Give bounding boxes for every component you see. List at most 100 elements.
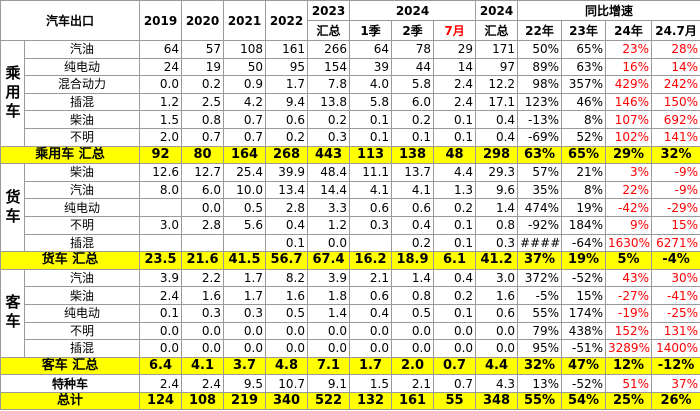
header-sub: 2季 (391, 20, 435, 41)
cell: 23% (605, 40, 653, 59)
cell: 0.0 (223, 321, 267, 341)
cell: 10.7 (265, 374, 309, 393)
cell: 0.0 (181, 321, 225, 341)
cell: 9% (605, 215, 653, 235)
cell: 0.4 (265, 215, 309, 235)
header-sub: 24.7月 (651, 20, 700, 41)
cell: -52% (561, 268, 607, 288)
cell: 65% (561, 40, 607, 59)
cell: 12.2 (475, 75, 519, 94)
header-year: 2020 (181, 0, 225, 41)
cell: 0.3 (307, 127, 351, 147)
cell: 1.6 (475, 286, 519, 305)
cell: 0.3 (223, 303, 267, 323)
cell: 0.0 (307, 339, 351, 358)
table-row: 插混 0.0 0.0 0.0 0.0 0.0 0.0 0.0 0.0 0.0 95% -51% 3289… (1, 339, 700, 358)
cell: 80 (181, 145, 225, 165)
cell: 1.2 (139, 92, 183, 112)
cell: 14.4 (307, 180, 351, 200)
cell: 89% (517, 57, 563, 77)
cell: -69% (517, 127, 563, 147)
table-row: 柴油 2.4 1.6 1.7 1.6 1.8 0.6 0.8 0.2 1.6 -5% 15% -27% -… (1, 286, 700, 305)
cell: 55% (517, 391, 563, 411)
cell: 19 (181, 57, 225, 77)
cell: 0.2 (433, 286, 477, 305)
table-row: 货车 柴油 12.6 12.7 25.4 39.9 48.4 11.1 13.7 4.4 29.3 5… (0, 163, 700, 253)
cell: 48.4 (307, 163, 351, 182)
cell: 138 (391, 145, 435, 165)
cell: 0.0 (475, 321, 519, 341)
cell: 438% (561, 321, 607, 341)
row-label: 不明 (23, 127, 141, 147)
cell: 2.4 (433, 92, 477, 112)
cell: 29.3 (475, 163, 519, 182)
cell: 1.5 (349, 374, 393, 393)
cell: 3.9 (307, 268, 351, 288)
cell: 8% (561, 110, 607, 129)
header-sub: 22年 (517, 20, 563, 41)
cell: 141% (651, 127, 700, 147)
cell: 29 (433, 40, 477, 59)
cell: 1400% (651, 339, 700, 358)
cell: 17.1 (475, 92, 519, 112)
row-label: 货车 汇总 (0, 251, 141, 270)
cell: 0.0 (139, 339, 183, 358)
cell: 52% (561, 127, 607, 147)
cell: 9.1 (307, 374, 351, 393)
cell: 0.0 (265, 321, 309, 341)
cell: 79% (517, 321, 563, 341)
cell: 123% (517, 92, 563, 112)
cell: 131% (651, 321, 700, 341)
cell: 12% (605, 356, 653, 376)
cell: -27% (605, 286, 653, 305)
table-row: 纯电动 0.1 0.3 0.3 0.5 1.4 0.4 0.5 0.1 0.6 55% 174% -19… (1, 303, 700, 323)
cell: 43% (605, 268, 653, 288)
cell: 108 (181, 391, 225, 411)
cell: 3.0 (475, 268, 519, 288)
cell: 0.0 (307, 321, 351, 341)
table-row: 纯电动 24 19 50 95 154 39 44 14 97 89% 63% 16% 14% (1, 57, 700, 77)
cell: 65% (561, 145, 607, 165)
table-body: 乘用车 汽油 64 57 108 161 266 64 78 29 171 50% 65% 23% 28% 纯… (0, 40, 700, 411)
cell: 2.5 (181, 92, 225, 112)
cell: 55 (433, 391, 477, 411)
cell: -51% (561, 339, 607, 358)
cell: -9% (651, 163, 700, 182)
cell: 1.2 (307, 215, 351, 235)
cell: 152% (605, 321, 653, 341)
cell: 0.7 (433, 374, 477, 393)
header-year: 2021 (223, 0, 267, 41)
cell (181, 233, 225, 253)
cell: 0.0 (391, 339, 435, 358)
cell: 171 (475, 40, 519, 59)
cell: 0.0 (139, 75, 183, 94)
header-growth: 同比增速 (517, 0, 700, 21)
cell: 19% (561, 198, 607, 217)
table-row: 插混 0.1 0.0 0.2 0.1 0.3 #### -64% 1630% 6271% (1, 233, 700, 253)
row-label: 汽油 (23, 40, 141, 59)
cell: 13% (517, 374, 563, 393)
table-row: 混合动力 0.0 0.2 0.9 1.7 7.8 4.0 5.8 2.4 12.2 98% 357% 4… (1, 75, 700, 94)
row-label: 纯电动 (23, 198, 141, 217)
cell: 9.5 (223, 374, 267, 393)
cell: 41.2 (475, 251, 519, 270)
cell: 102% (605, 127, 653, 147)
cell: 161 (265, 40, 309, 59)
cell: 0.1 (265, 233, 309, 253)
cell: 15% (651, 215, 700, 235)
cell: 474% (517, 198, 563, 217)
cell: 6.0 (181, 180, 225, 200)
cell: 57% (517, 163, 563, 182)
cell: -25% (651, 303, 700, 323)
cell: 21.6 (181, 251, 225, 270)
cell: 1.7 (223, 268, 267, 288)
cell: 0.8 (475, 215, 519, 235)
cell: 47% (561, 356, 607, 376)
cell: 64 (139, 40, 183, 59)
cell: 0.9 (223, 75, 267, 94)
header-sub: 1季 (349, 20, 393, 41)
row-label: 插混 (23, 233, 141, 253)
cell: 32% (517, 356, 563, 376)
cell: 107% (605, 110, 653, 129)
